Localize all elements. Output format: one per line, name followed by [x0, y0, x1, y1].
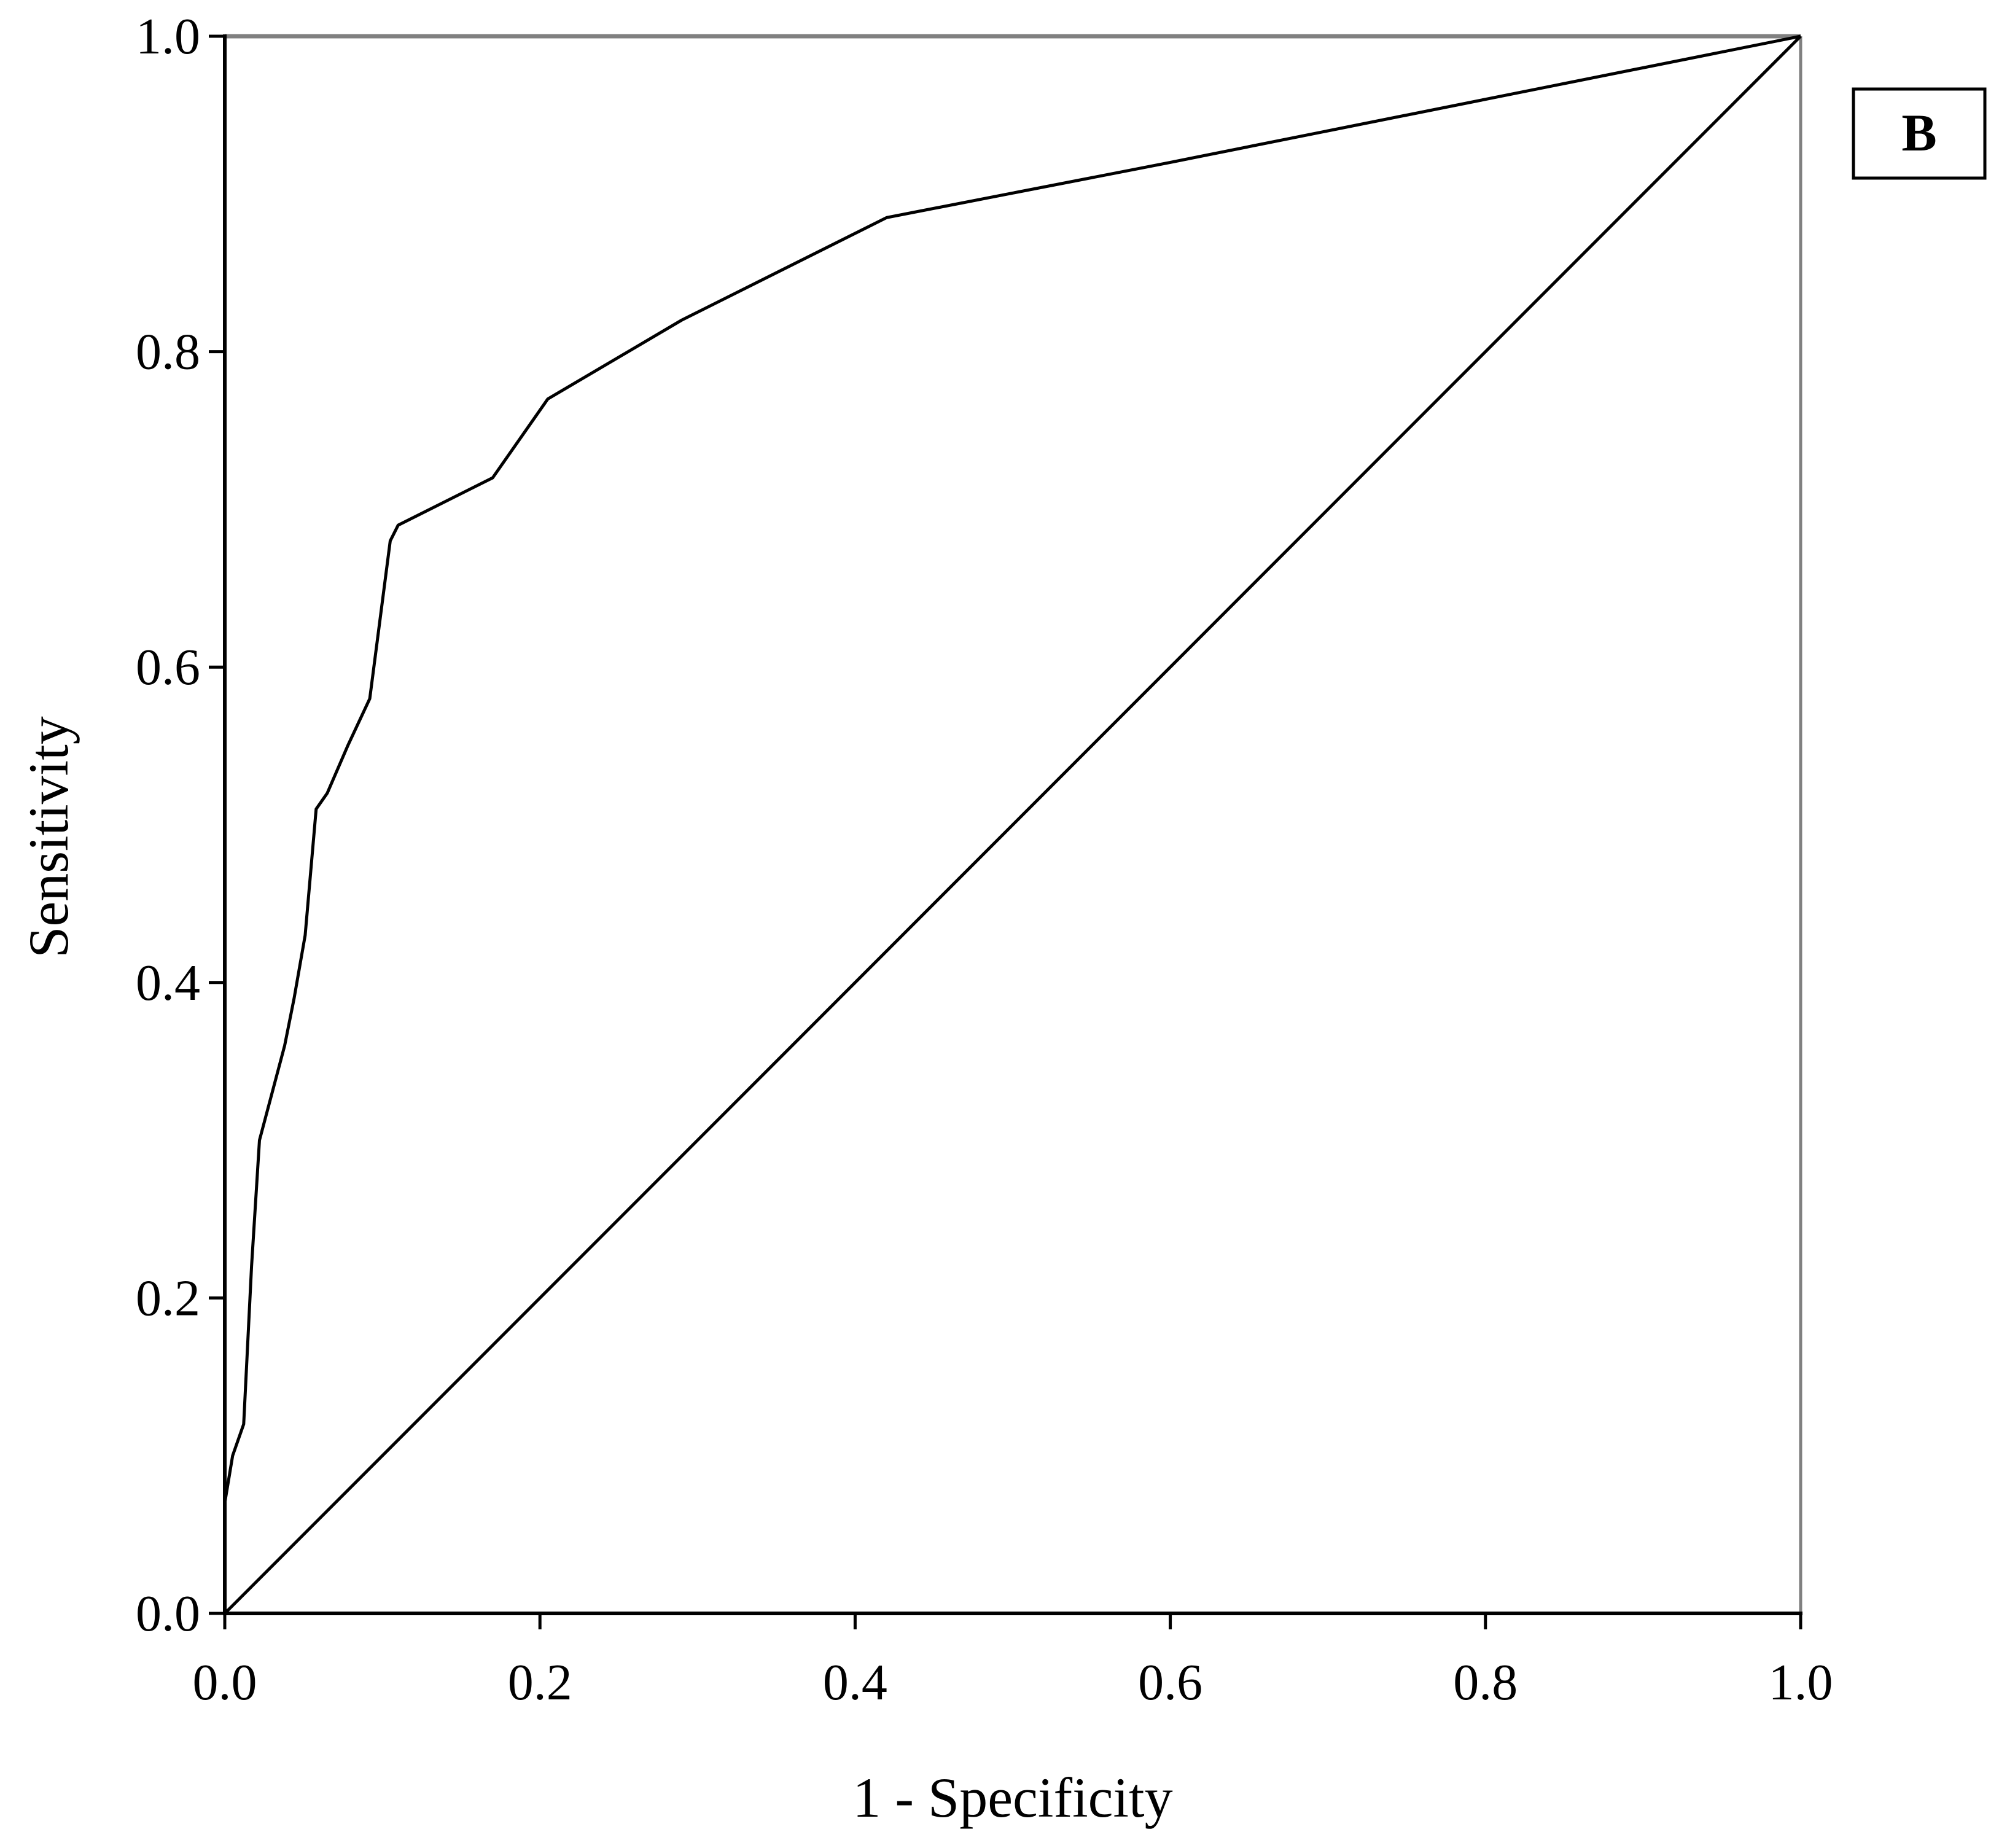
series-layer	[223, 34, 1802, 1615]
x-axis-title: 1 - Specificity	[852, 1766, 1172, 1829]
y-tick-label: 0.6	[136, 639, 200, 696]
plot-frame	[223, 34, 1802, 1615]
x-tick-label: 1.0	[1769, 1654, 1833, 1711]
axis-ticks	[209, 34, 1802, 1629]
y-tick-label: 0.4	[136, 954, 200, 1012]
y-axis-title: Sensitivity	[17, 716, 80, 958]
tick-labels: 0.0 0.2 0.4 0.6 0.8 1.0 0.0 0.2 0.4 0.6 0.8 1.0	[136, 8, 1833, 1711]
roc-curve-line	[223, 34, 1801, 1613]
panel-label-box	[1852, 87, 1987, 180]
x-tick-label: 0.2	[508, 1654, 572, 1711]
x-tick-label: 0.6	[1138, 1654, 1202, 1711]
x-tick-label: 0.0	[193, 1654, 257, 1711]
y-tick-label: 1.0	[136, 8, 200, 65]
y-tick-label: 0.0	[136, 1585, 200, 1642]
y-tick-label: 0.2	[136, 1269, 200, 1327]
x-tick-label: 0.4	[823, 1654, 887, 1711]
y-tick-label: 0.8	[136, 324, 200, 381]
panel-label: B	[1901, 103, 1936, 162]
x-tick-label: 0.8	[1453, 1654, 1518, 1711]
reference-diagonal-line	[224, 35, 1802, 1615]
